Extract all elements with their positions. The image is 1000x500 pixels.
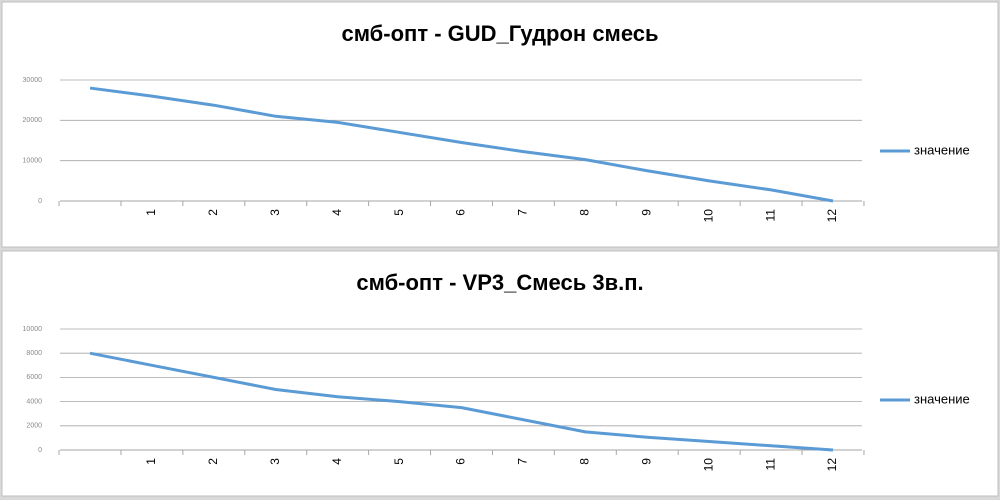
x-tick-label: 11 <box>763 458 777 471</box>
x-tick-label: 1 <box>144 458 158 465</box>
legend-label: значение <box>914 391 970 406</box>
x-tick-label: 6 <box>454 458 468 465</box>
x-tick-label: 2 <box>206 458 220 465</box>
x-tick-label: 10 <box>701 458 715 472</box>
y-tick-label: 8000 <box>26 350 42 357</box>
y-tick-label: 0 <box>38 198 42 205</box>
chart-title: смб-опт - VP3_Смесь 3в.п. <box>356 270 643 295</box>
x-tick-label: 9 <box>639 458 653 465</box>
line-series <box>89 351 834 452</box>
y-tick-label: 6000 <box>26 374 42 381</box>
chart-panel <box>1 250 999 497</box>
chart-title: смб-опт - GUD_Гудрон смесь <box>341 21 658 46</box>
x-tick-label: 5 <box>392 458 406 465</box>
y-tick-label: 0 <box>38 447 42 454</box>
x-tick-label: 3 <box>268 458 282 465</box>
x-tick-label: 10 <box>701 209 715 223</box>
x-tick-label: 4 <box>330 209 344 216</box>
y-tick-label: 10000 <box>23 158 43 165</box>
x-tick-label: 3 <box>268 209 282 216</box>
x-tick-label: 7 <box>516 458 530 465</box>
y-tick-label: 2000 <box>26 423 42 430</box>
x-tick-label: 12 <box>825 209 839 223</box>
x-tick-label: 2 <box>206 209 220 216</box>
x-tick-label: 12 <box>825 458 839 472</box>
y-tick-label: 20000 <box>23 117 43 124</box>
x-tick-label: 7 <box>516 209 530 216</box>
x-tick-label: 5 <box>392 209 406 216</box>
x-tick-label: 4 <box>330 458 344 465</box>
x-tick-label: 11 <box>763 209 777 222</box>
x-tick-label: 9 <box>639 209 653 216</box>
x-tick-label: 8 <box>578 458 592 465</box>
line-series <box>89 86 834 203</box>
y-tick-label: 30000 <box>23 77 43 84</box>
x-tick-label: 8 <box>578 209 592 216</box>
y-tick-label: 4000 <box>26 398 42 405</box>
x-tick-label: 6 <box>454 209 468 216</box>
legend-label: значение <box>914 142 970 157</box>
chart-panel <box>1 1 999 248</box>
y-tick-label: 10000 <box>23 326 43 333</box>
x-tick-label: 1 <box>144 209 158 216</box>
